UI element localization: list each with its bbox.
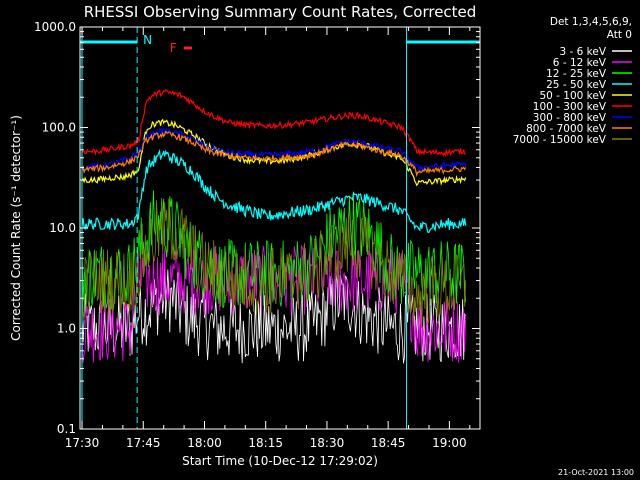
y-tick-label: 0.1 (57, 422, 76, 436)
series-line-8 (81, 130, 467, 178)
footer-date: 21-Oct-2021 13:00 (558, 468, 634, 477)
series-line-4 (81, 148, 467, 234)
x-tick-label: 18:45 (371, 436, 406, 450)
legend-attenuator: Att 0 (607, 29, 632, 41)
series-line-1 (81, 266, 467, 364)
series-line-6 (81, 88, 466, 157)
y-tick-label: 100.0 (42, 121, 76, 135)
legend-label: 12 - 25 keV (546, 68, 607, 80)
night-label: N (143, 33, 152, 47)
x-axis: 17:30 17:45 18:00 18:15 18:30 18:45 19:00 (65, 27, 471, 450)
x-tick-label: 19:00 (432, 436, 467, 450)
series-layer (81, 88, 467, 364)
legend-label: 7000 - 15000 keV (513, 134, 607, 146)
chart-title: RHESSI Observing Summary Count Rates, Co… (84, 3, 477, 21)
series-line-5 (81, 118, 467, 187)
x-axis-label: Start Time (10-Dec-12 17:29:02) (182, 454, 378, 468)
legend-label: 800 - 7000 keV (526, 123, 607, 135)
series-line-9 (81, 197, 467, 329)
y-tick-label: 10.0 (49, 221, 76, 235)
legend-detectors: Det 1,3,4,5,6,9, (550, 16, 632, 28)
series-line-7 (81, 127, 467, 172)
y-tick-label: 1000.0 (34, 20, 76, 34)
legend-label: 6 - 12 keV (553, 57, 607, 69)
legend-label: 300 - 800 keV (533, 112, 607, 124)
y-axis-label: Corrected Count Rate (s⁻¹ detector⁻¹) (9, 115, 23, 341)
x-tick-label: 18:00 (187, 436, 222, 450)
x-tick-label: 17:45 (126, 436, 161, 450)
legend-label: 100 - 300 keV (533, 101, 607, 113)
legend-label: 50 - 100 keV (539, 90, 606, 102)
x-tick-label: 18:30 (310, 436, 345, 450)
legend-label: 3 - 6 keV (559, 46, 606, 58)
legend-label: 25 - 50 keV (546, 79, 607, 91)
y-axis: 0.1 1.0 10.0 100.0 1000.0 (34, 20, 480, 436)
x-tick-label: 17:30 (65, 436, 100, 450)
flare-label: F (170, 41, 177, 55)
y-tick-label: 1.0 (57, 322, 76, 336)
x-tick-label: 18:15 (248, 436, 283, 450)
legend-header: Det 1,3,4,5,6,9, Att 0 (550, 16, 632, 41)
